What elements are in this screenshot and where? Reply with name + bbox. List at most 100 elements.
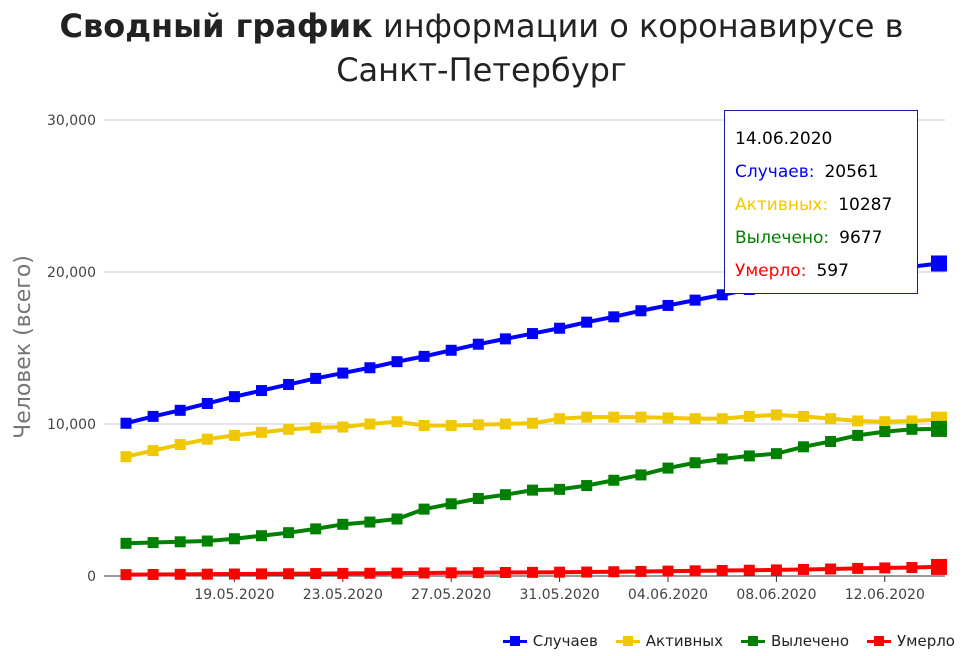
tooltip-row-cases: Случаев: 20561 bbox=[735, 156, 907, 189]
tooltip-value: 10287 bbox=[838, 195, 893, 215]
tooltip-value: 9677 bbox=[839, 228, 883, 248]
data-point bbox=[879, 416, 891, 428]
y-tick-label: 10,000 bbox=[47, 417, 96, 433]
data-point bbox=[283, 568, 295, 580]
data-point bbox=[228, 429, 240, 441]
data-point bbox=[499, 489, 511, 501]
data-point bbox=[743, 564, 755, 576]
data-point bbox=[581, 480, 593, 492]
x-axis-ticks: 19.05.2020 23.05.2020 27.05.2020 31.05.2020… bbox=[194, 576, 925, 603]
x-tick-label: 27.05.2020 bbox=[411, 587, 491, 603]
data-point bbox=[879, 562, 891, 574]
data-point bbox=[201, 433, 213, 445]
data-point bbox=[120, 569, 132, 581]
data-point bbox=[554, 483, 566, 495]
data-point bbox=[635, 305, 647, 317]
data-point bbox=[472, 338, 484, 350]
data-point bbox=[391, 416, 403, 428]
series-1 bbox=[120, 409, 947, 463]
tooltip-date: 14.06.2020 bbox=[735, 129, 833, 149]
data-point bbox=[554, 566, 566, 578]
data-point bbox=[391, 356, 403, 368]
data-point bbox=[337, 421, 349, 433]
x-tick-label: 12.06.2020 bbox=[845, 587, 925, 603]
data-point bbox=[770, 448, 782, 460]
tooltip-row-recovered: Вылечено: 9677 bbox=[735, 222, 907, 255]
data-point bbox=[581, 566, 593, 578]
data-point bbox=[689, 294, 701, 306]
data-point bbox=[608, 411, 620, 423]
data-point bbox=[147, 537, 159, 549]
data-point bbox=[499, 418, 511, 430]
data-point bbox=[635, 469, 647, 481]
tooltip-label: Умерло: bbox=[735, 261, 807, 281]
data-point bbox=[662, 412, 674, 424]
data-point bbox=[364, 362, 376, 374]
data-point bbox=[662, 565, 674, 577]
data-point bbox=[527, 328, 538, 340]
legend-swatch-icon bbox=[615, 635, 640, 647]
data-point bbox=[418, 503, 430, 515]
data-point bbox=[472, 419, 484, 431]
data-point bbox=[120, 537, 132, 549]
data-point bbox=[201, 535, 213, 547]
data-point bbox=[418, 350, 430, 362]
data-point bbox=[554, 322, 566, 334]
data-point bbox=[499, 567, 511, 579]
data-point bbox=[931, 255, 947, 272]
data-point bbox=[635, 565, 647, 577]
x-tick-label: 23.05.2020 bbox=[303, 587, 383, 603]
data-point bbox=[554, 413, 566, 425]
data-point bbox=[689, 565, 701, 577]
data-point bbox=[472, 567, 484, 579]
series-layer bbox=[120, 255, 947, 581]
tooltip-row-active: Активных: 10287 bbox=[735, 189, 907, 222]
legend: Случаев Активных Вылечено Умерло bbox=[502, 628, 955, 654]
data-point bbox=[256, 530, 267, 542]
data-point bbox=[337, 567, 349, 579]
data-point bbox=[201, 568, 213, 580]
data-point bbox=[608, 566, 620, 578]
tooltip-label: Активных: bbox=[735, 195, 829, 215]
legend-item-cases[interactable]: Случаев bbox=[502, 632, 598, 650]
data-point bbox=[391, 513, 403, 525]
legend-item-active[interactable]: Активных bbox=[615, 632, 723, 650]
legend-item-deaths[interactable]: Умерло bbox=[867, 632, 955, 650]
data-point bbox=[228, 533, 240, 545]
legend-item-recovered[interactable]: Вылечено bbox=[740, 632, 849, 650]
data-point bbox=[689, 457, 701, 469]
data-point bbox=[716, 413, 728, 425]
data-point bbox=[825, 413, 837, 425]
y-axis-ticks: 0 10,000 20,000 30,000 bbox=[47, 113, 96, 585]
data-point bbox=[635, 411, 647, 423]
data-point bbox=[445, 567, 457, 579]
data-point bbox=[581, 316, 593, 328]
data-point bbox=[689, 413, 701, 425]
y-axis-label: Человек (всего) bbox=[11, 255, 36, 439]
data-point bbox=[608, 311, 620, 323]
data-point bbox=[147, 568, 159, 580]
data-point bbox=[201, 397, 213, 409]
data-point bbox=[445, 498, 457, 510]
data-point bbox=[906, 561, 918, 573]
data-point bbox=[364, 516, 376, 528]
x-tick-label: 19.05.2020 bbox=[194, 587, 274, 603]
data-point bbox=[228, 568, 240, 580]
legend-label: Умерло bbox=[897, 632, 955, 650]
chart-title: Сводный график информации о коронавирусе… bbox=[59, 7, 904, 89]
data-point bbox=[418, 567, 430, 579]
data-point bbox=[743, 450, 755, 462]
series-2 bbox=[120, 420, 947, 549]
data-point bbox=[716, 453, 728, 465]
tooltip-value: 597 bbox=[816, 261, 849, 281]
data-point bbox=[310, 568, 322, 580]
data-point bbox=[310, 372, 322, 384]
data-point bbox=[310, 523, 322, 535]
data-point bbox=[662, 299, 674, 311]
data-point bbox=[825, 563, 837, 575]
data-point bbox=[283, 378, 295, 390]
x-tick-label: 04.06.2020 bbox=[628, 587, 708, 603]
data-point bbox=[120, 417, 132, 429]
data-point bbox=[174, 404, 186, 416]
